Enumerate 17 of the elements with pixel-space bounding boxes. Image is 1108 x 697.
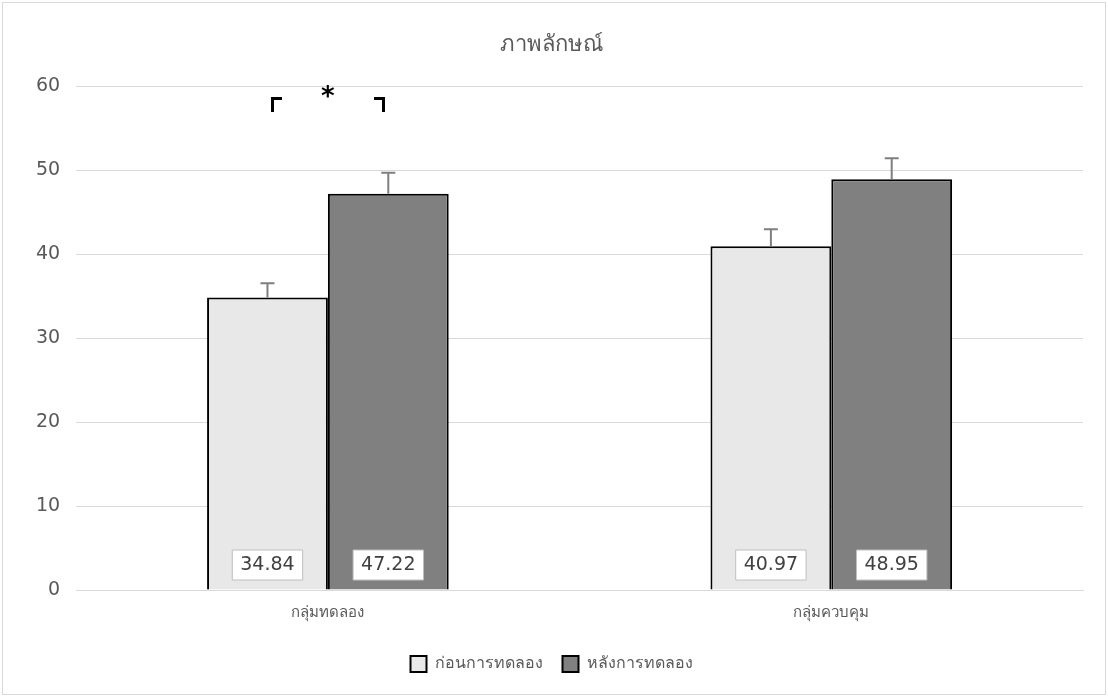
y-tick-label: 0 [48,576,61,599]
y-tick-label: 60 [35,73,61,96]
data-label: 48.95 [864,551,919,574]
y-tick-label: 20 [35,409,61,432]
y-tick-label: 10 [35,493,61,515]
y-tick-label: 40 [35,241,61,264]
legend-label: หลังการทดลอง [586,653,693,673]
annotation: * [321,81,336,112]
data-label: 40.97 [743,551,799,574]
y-tick-label: 30 [35,325,61,348]
x-tick-label: กลุ่มควบคุม [793,602,870,622]
chart-title: ภาพลักษณ์ [500,30,603,56]
data-label: 47.22 [361,551,416,574]
legend-label: ก่อนการทดลอง [434,653,543,673]
data-label: 34.84 [240,551,295,574]
x-tick-label: กลุ่มทดลอง [291,602,365,622]
y-tick-label: 50 [35,157,61,180]
